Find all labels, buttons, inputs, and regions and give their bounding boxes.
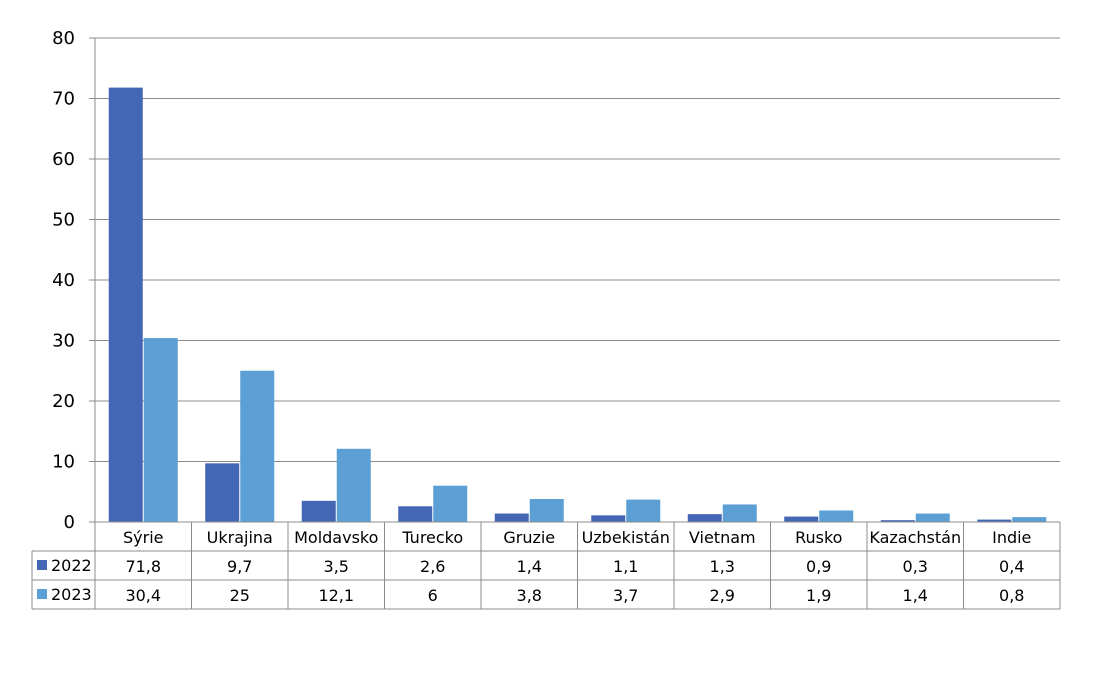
table-cell-2022: 2,6 — [420, 557, 445, 576]
table-cell-2023: 1,9 — [806, 586, 831, 605]
table-cell-2022: 1,1 — [613, 557, 638, 576]
bar-2023-10 — [1012, 517, 1047, 522]
category-label: Turecko — [401, 528, 463, 547]
bar-2022-4 — [398, 506, 433, 522]
legend-label-2022: 2022 — [51, 556, 92, 575]
bar-2022-6 — [591, 515, 626, 522]
table-cell-2023: 25 — [230, 586, 250, 605]
gridlines — [95, 37, 1060, 462]
y-tick-label: 70 — [52, 89, 75, 110]
table-cell-2023: 12,1 — [318, 586, 354, 605]
legend-label-2023: 2023 — [51, 585, 92, 604]
category-label: Gruzie — [503, 528, 555, 547]
table-cell-2022: 71,8 — [125, 557, 161, 576]
legend-swatch-2023 — [37, 589, 47, 599]
table-cell-2023: 2,9 — [710, 586, 735, 605]
bar-2022-10 — [977, 519, 1012, 522]
bar-2023-8 — [819, 510, 854, 522]
table-cell-2022: 0,4 — [999, 557, 1024, 576]
bar-2022-7 — [687, 514, 722, 522]
table-cell-2022: 9,7 — [227, 557, 252, 576]
bar-2022-8 — [784, 516, 819, 522]
category-label: Uzbekistán — [582, 528, 670, 547]
bar-2022-3 — [301, 500, 336, 522]
table-cell-2023: 0,8 — [999, 586, 1024, 605]
bar-2023-3 — [336, 448, 371, 522]
category-label: Kazachstán — [869, 528, 961, 547]
y-tick-label: 50 — [52, 210, 75, 231]
bar-2023-2 — [240, 370, 275, 522]
y-tick-label: 20 — [52, 391, 75, 412]
bar-2023-1 — [143, 338, 178, 522]
bar-2023-6 — [626, 499, 661, 522]
category-label: Ukrajina — [207, 528, 273, 547]
bar-2022-2 — [205, 463, 240, 522]
table-cell-2022: 3,5 — [324, 557, 349, 576]
y-axis: 0 10 20 30 40 50 60 70 80 — [52, 28, 96, 533]
y-tick-label: 60 — [52, 149, 75, 170]
y-tick-label: 10 — [52, 452, 75, 473]
y-tick-label: 80 — [52, 28, 75, 49]
table-cell-2022: 0,9 — [806, 557, 831, 576]
category-label: Sýrie — [123, 528, 164, 547]
bar-2022-9 — [880, 520, 915, 522]
category-label: Rusko — [795, 528, 842, 547]
bar-2022-1 — [108, 87, 143, 523]
bar-2022-5 — [494, 513, 529, 522]
category-label: Vietnam — [689, 528, 756, 547]
table-cell-2022: 1,3 — [710, 557, 735, 576]
category-label: Indie — [992, 528, 1031, 547]
y-tick-label: 0 — [64, 512, 75, 533]
bars — [108, 87, 1047, 523]
table-cell-2023: 3,8 — [517, 586, 542, 605]
category-label: Moldavsko — [294, 528, 378, 547]
legend-swatch-2022 — [37, 560, 47, 570]
table-cell-2022: 0,3 — [903, 557, 928, 576]
bar-2023-7 — [722, 504, 757, 522]
table-cell-2023: 6 — [428, 586, 438, 605]
data-table: Sýrie Ukrajina Moldavsko Turecko Gruzie Uzbek… — [31, 521, 1061, 610]
bar-2023-4 — [433, 485, 468, 522]
bar-2023-5 — [529, 499, 564, 522]
y-tick-label: 40 — [52, 270, 75, 291]
table-cell-2023: 3,7 — [613, 586, 638, 605]
table-cell-2023: 1,4 — [903, 586, 928, 605]
bar-2023-9 — [915, 513, 950, 522]
table-cell-2022: 1,4 — [517, 557, 542, 576]
y-tick-label: 30 — [52, 331, 75, 352]
table-cell-2023: 30,4 — [125, 586, 161, 605]
